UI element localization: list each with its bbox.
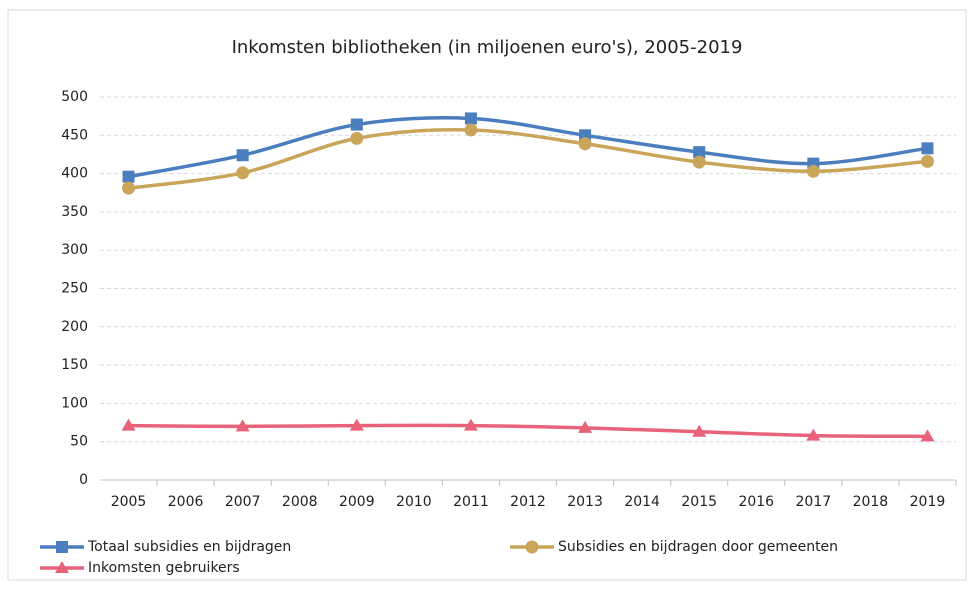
x-tick-label: 2011 xyxy=(453,494,489,510)
x-tick-label: 2018 xyxy=(853,494,889,510)
data-point xyxy=(350,131,364,145)
y-tick-label: 500 xyxy=(61,89,88,105)
x-tick-label: 2009 xyxy=(339,494,375,510)
data-point xyxy=(692,155,706,169)
legend-label: Totaal subsidies en bijdragen xyxy=(87,539,291,555)
data-point xyxy=(236,166,250,180)
data-point xyxy=(464,123,478,137)
data-point xyxy=(122,181,136,195)
data-point xyxy=(121,418,136,431)
x-tick-label: 2008 xyxy=(282,494,318,510)
y-tick-label: 450 xyxy=(61,127,88,143)
data-point xyxy=(806,428,821,441)
data-point xyxy=(122,170,135,183)
data-point xyxy=(464,112,477,125)
y-tick-label: 350 xyxy=(61,204,88,220)
x-tick-label: 2016 xyxy=(738,494,774,510)
x-tick-label: 2012 xyxy=(510,494,546,510)
data-point xyxy=(349,418,364,431)
x-tick-label: 2017 xyxy=(796,494,832,510)
data-point xyxy=(920,429,935,442)
y-tick-label: 300 xyxy=(61,242,88,258)
data-point xyxy=(236,149,249,162)
chart-title: Inkomsten bibliotheken (in miljoenen eur… xyxy=(232,37,743,58)
x-tick-label: 2006 xyxy=(168,494,204,510)
legend-label: Inkomsten gebruikers xyxy=(88,560,240,576)
series-line xyxy=(128,423,928,439)
x-tick-label: 2013 xyxy=(567,494,603,510)
y-tick-label: 150 xyxy=(61,357,88,373)
data-point xyxy=(921,142,934,155)
y-tick-label: 50 xyxy=(70,434,88,450)
data-point xyxy=(463,418,478,431)
x-tick-label: 2015 xyxy=(681,494,717,510)
x-tick-label: 2019 xyxy=(910,494,946,510)
legend-label: Subsidies en bijdragen door gemeenten xyxy=(558,539,838,555)
y-tick-label: 0 xyxy=(79,472,88,488)
series-line xyxy=(128,128,928,190)
y-tick-label: 400 xyxy=(61,166,88,182)
y-tick-label: 250 xyxy=(61,281,88,297)
legend-marker xyxy=(525,540,539,554)
x-tick-label: 2005 xyxy=(111,494,147,510)
data-point xyxy=(806,164,820,178)
data-point xyxy=(920,154,934,168)
y-tick-label: 100 xyxy=(61,395,88,411)
data-point xyxy=(350,118,363,131)
legend-marker xyxy=(55,561,69,573)
x-tick-label: 2014 xyxy=(624,494,660,510)
y-tick-label: 200 xyxy=(61,319,88,335)
x-tick-label: 2007 xyxy=(225,494,261,510)
data-point xyxy=(692,424,707,437)
data-point xyxy=(693,146,706,159)
series-line xyxy=(128,116,928,179)
data-point xyxy=(578,137,592,151)
data-point xyxy=(235,419,250,432)
data-point xyxy=(578,420,593,433)
chart-frame xyxy=(7,9,967,581)
x-tick-label: 2010 xyxy=(396,494,432,510)
legend-marker xyxy=(56,541,68,553)
